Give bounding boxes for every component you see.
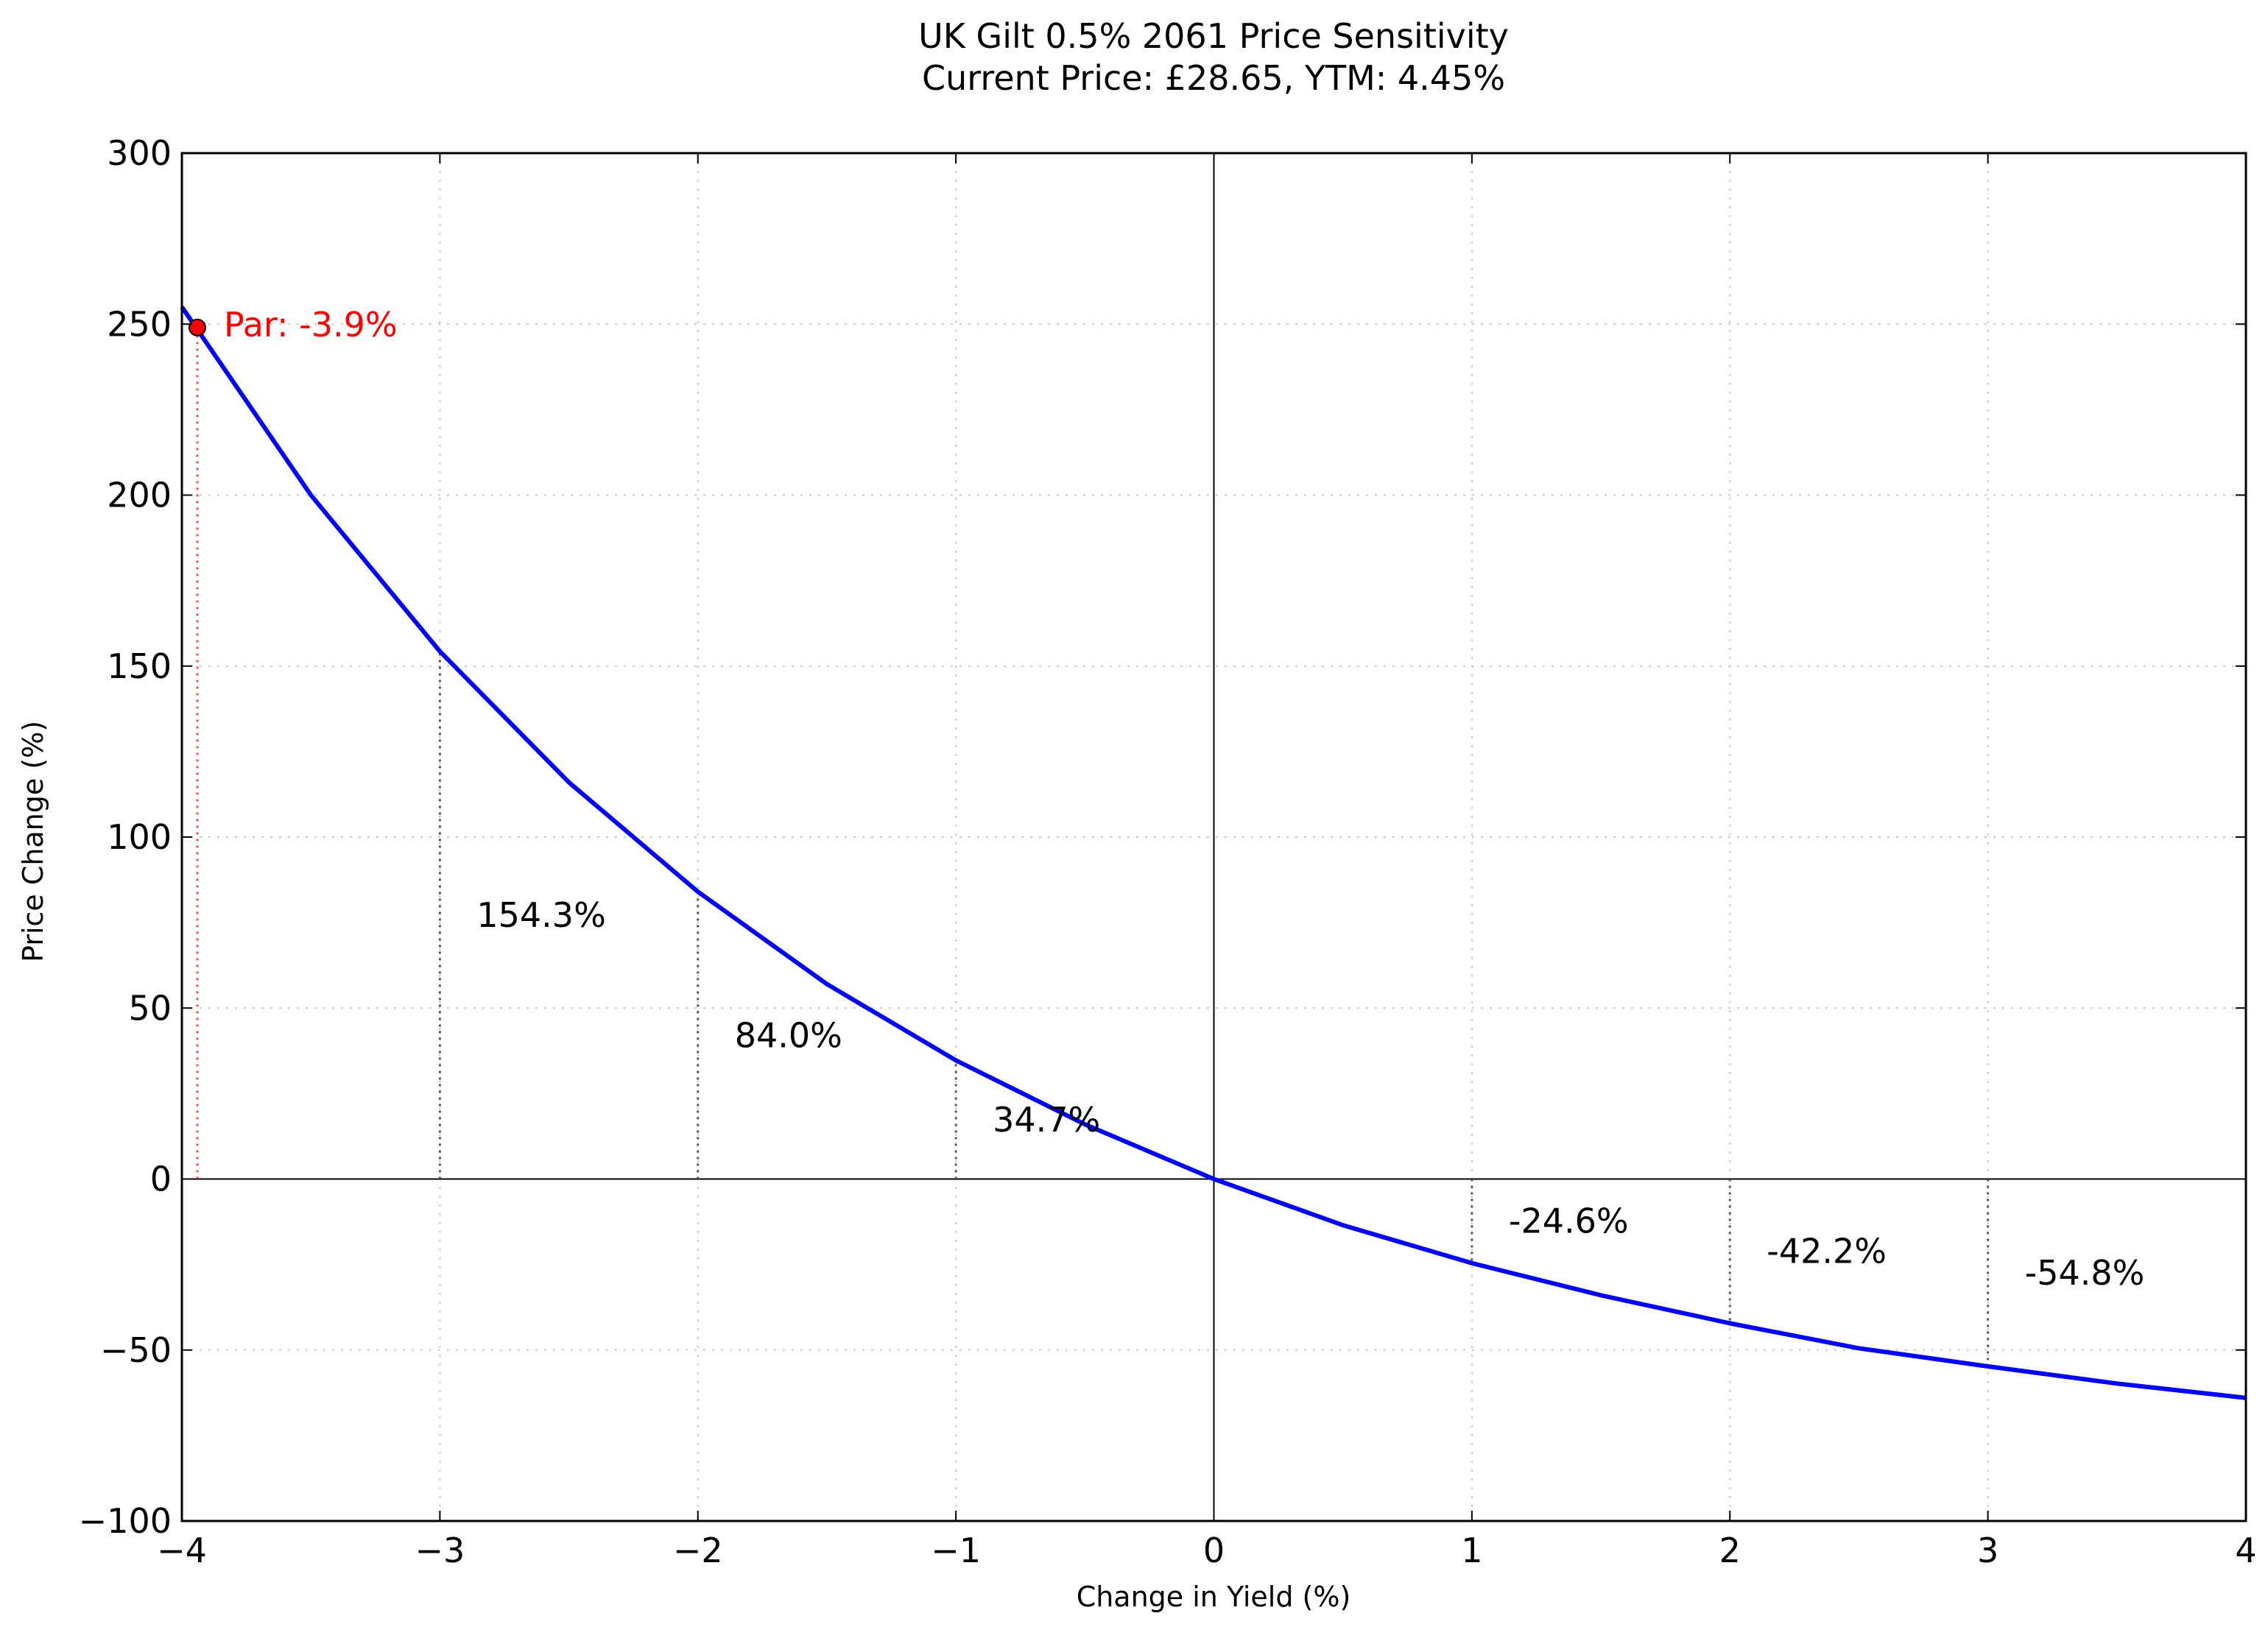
y-tick-label: 100 — [107, 817, 172, 857]
y-tick-label: −100 — [79, 1501, 172, 1541]
chart-title: UK Gilt 0.5% 2061 Price Sensitivity — [918, 16, 1509, 56]
chart-subtitle: Current Price: £28.65, YTM: 4.45% — [922, 58, 1505, 98]
x-tick-label: −4 — [157, 1531, 207, 1570]
x-axis-ticks: −4 −3 −2 −1 0 1 2 3 4 — [157, 153, 2257, 1570]
x-tick-label: 4 — [2235, 1531, 2256, 1570]
par-label: Par: -3.9% — [224, 305, 398, 345]
x-tick-label: 2 — [1719, 1531, 1741, 1570]
y-tick-label: 300 — [107, 133, 172, 173]
y-tick-label: 0 — [150, 1160, 172, 1199]
par-marker-group: Par: -3.9% — [189, 305, 398, 345]
y-tick-label: 250 — [107, 304, 172, 344]
price-curve-line — [180, 306, 2247, 1400]
x-tick-label: 3 — [1977, 1531, 1998, 1570]
annotation-label: 34.7% — [993, 1100, 1100, 1140]
annotation-drop-lines — [196, 327, 1990, 1367]
y-axis-ticks: −100 −50 0 50 100 150 200 250 300 — [79, 133, 2246, 1541]
annotation-label: -24.6% — [1509, 1201, 1629, 1241]
annotation-label: -42.2% — [1767, 1232, 1887, 1271]
x-tick-label: 1 — [1461, 1531, 1482, 1570]
x-tick-label: −2 — [673, 1531, 723, 1570]
x-tick-label: 0 — [1203, 1531, 1225, 1570]
annotation-label: -54.8% — [2025, 1253, 2145, 1293]
annotation-label: 154.3% — [476, 895, 605, 935]
x-tick-label: −3 — [415, 1531, 465, 1570]
y-tick-label: 150 — [107, 646, 172, 686]
x-tick-label: −1 — [931, 1531, 981, 1570]
annotation-labels: 154.3% 84.0% 34.7% -24.6% -42.2% -54.8% — [476, 895, 2144, 1293]
price-curve-series — [180, 306, 2247, 1400]
y-tick-label: −50 — [100, 1330, 172, 1370]
x-axis-label: Change in Yield (%) — [1077, 1581, 1351, 1613]
annotation-label: 84.0% — [735, 1015, 842, 1055]
y-tick-label: 200 — [107, 476, 172, 515]
par-point — [189, 318, 207, 336]
y-tick-label: 50 — [128, 988, 172, 1028]
y-axis-label: Price Change (%) — [17, 721, 49, 962]
